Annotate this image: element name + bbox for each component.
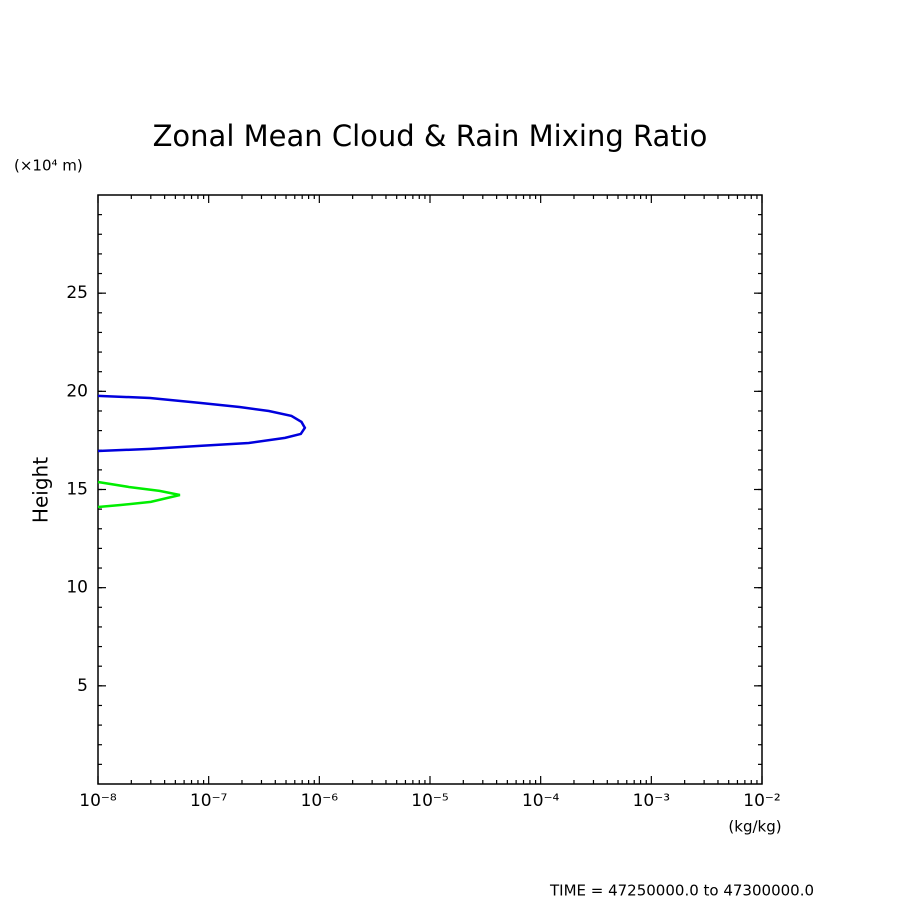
y-tick-label: 15	[66, 480, 88, 500]
y-unit: (×10⁴ m)	[14, 157, 83, 175]
data-line	[97, 394, 307, 453]
x-tick-label: 10⁻⁸	[79, 791, 117, 811]
x-tick-label: 10⁻²	[743, 791, 780, 811]
data-line	[97, 480, 181, 509]
x-tick-label: 10⁻⁴	[522, 791, 560, 811]
x-tick-label: 10⁻³	[633, 791, 670, 811]
y-tick-label: 20	[66, 381, 88, 401]
x-tick-label: 10⁻⁵	[411, 791, 448, 811]
chart-title: Zonal Mean Cloud & Rain Mixing Ratio	[153, 119, 708, 153]
y-tick-label: 5	[77, 676, 88, 696]
y-tick-label: 25	[66, 283, 88, 303]
x-unit: (kg/kg)	[728, 818, 781, 836]
y-axis-label: Height	[29, 457, 53, 523]
x-tick-label: 10⁻⁶	[301, 791, 339, 811]
y-tick-label: 10	[66, 578, 88, 598]
footer: TIME = 47250000.0 to 47300000.0	[549, 882, 814, 900]
x-tick-label: 10⁻⁷	[190, 791, 228, 811]
